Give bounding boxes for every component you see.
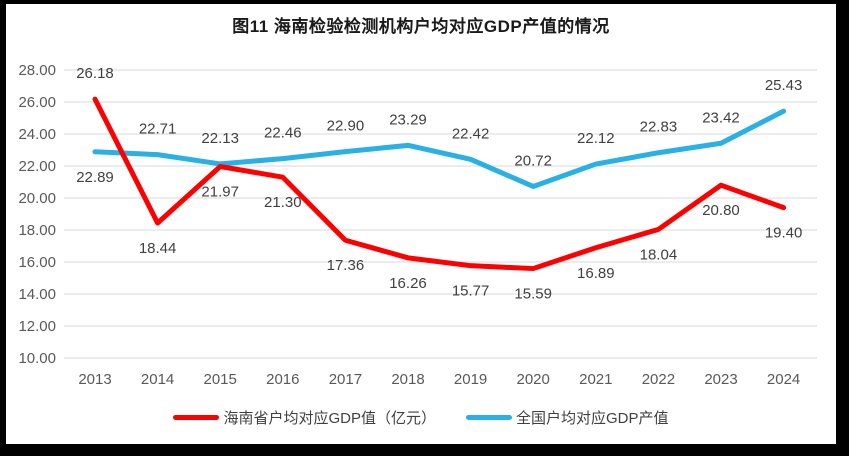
legend-item-national: 全国户均对应GDP产值 <box>466 407 669 428</box>
y-axis-tick-label: 26.00 <box>18 94 56 111</box>
legend-label-national: 全国户均对应GDP产值 <box>516 409 669 427</box>
hainan-data-label: 18.44 <box>139 240 177 257</box>
chart-legend: 海南省户均对应GDP值（亿元） 全国户均对应GDP产值 <box>6 404 836 430</box>
y-axis-tick-label: 14.00 <box>18 286 56 303</box>
chart-canvas <box>6 4 836 444</box>
y-axis-tick-label: 20.00 <box>18 190 56 207</box>
hainan-data-label: 15.77 <box>452 283 490 300</box>
x-axis-tick-label: 2021 <box>579 371 612 388</box>
hainan-data-label: 26.18 <box>76 65 114 82</box>
national-data-label: 22.83 <box>640 119 678 136</box>
x-axis-tick-label: 2013 <box>78 371 111 388</box>
y-axis-tick-label: 24.00 <box>18 126 56 143</box>
national-data-label: 23.29 <box>389 111 427 128</box>
x-axis-tick-label: 2014 <box>141 371 174 388</box>
national-data-label: 22.12 <box>577 130 615 147</box>
national-series-line <box>92 108 787 189</box>
hainan-data-label: 16.26 <box>389 275 427 292</box>
hainan-data-label: 21.97 <box>201 183 239 200</box>
x-axis-tick-label: 2016 <box>266 371 299 388</box>
y-axis-tick-label: 28.00 <box>18 62 56 79</box>
x-axis-tick-label: 2019 <box>454 371 487 388</box>
national-data-label: 22.89 <box>76 169 114 186</box>
y-axis-tick-label: 22.00 <box>18 158 56 175</box>
national-data-label: 22.71 <box>139 121 177 138</box>
national-data-label: 22.46 <box>264 125 302 142</box>
hainan-data-label: 19.40 <box>765 225 803 242</box>
legend-item-hainan: 海南省户均对应GDP值（亿元） <box>173 407 436 428</box>
national-data-label: 22.90 <box>327 118 365 135</box>
hainan-line-swatch <box>173 414 220 420</box>
y-axis-tick-label: 18.00 <box>18 222 56 239</box>
hainan-data-label: 17.36 <box>327 257 365 274</box>
national-data-label: 22.13 <box>201 130 239 147</box>
x-axis-tick-label: 2015 <box>204 371 237 388</box>
y-axis-tick-label: 16.00 <box>18 254 56 271</box>
x-axis-tick-label: 2024 <box>767 371 800 388</box>
y-axis-tick-label: 10.00 <box>18 350 56 367</box>
x-axis-tick-label: 2017 <box>329 371 362 388</box>
hainan-data-label: 18.04 <box>640 246 678 263</box>
chart-title: 图11 海南检验检测机构户均对应GDP产值的情况 <box>232 17 610 36</box>
national-data-label: 25.43 <box>765 77 803 94</box>
x-axis-tick-label: 2022 <box>642 371 675 388</box>
hainan-data-label: 16.89 <box>577 265 615 282</box>
national-data-label: 22.42 <box>452 125 490 142</box>
national-line-swatch <box>466 414 512 420</box>
national-data-label: 20.72 <box>514 152 552 169</box>
x-axis-tick-label: 2023 <box>704 371 737 388</box>
legend-label-hainan: 海南省户均对应GDP值（亿元） <box>223 409 436 427</box>
x-axis-tick-label: 2018 <box>391 371 424 388</box>
hainan-data-label: 20.80 <box>702 202 740 219</box>
hainan-data-label: 15.59 <box>514 286 552 303</box>
national-data-label: 23.42 <box>702 109 740 126</box>
hainan-data-label: 21.30 <box>264 194 302 211</box>
hainan-series-line <box>92 96 787 272</box>
x-axis-tick-label: 2020 <box>517 371 550 388</box>
y-axis-tick-label: 12.00 <box>18 318 56 335</box>
